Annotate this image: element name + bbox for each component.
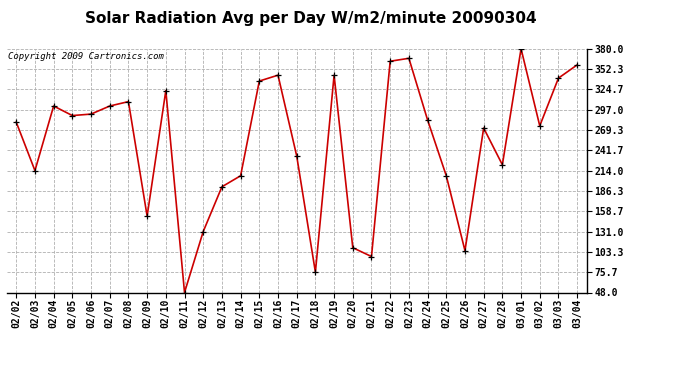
Text: Solar Radiation Avg per Day W/m2/minute 20090304: Solar Radiation Avg per Day W/m2/minute … (85, 11, 536, 26)
Text: Copyright 2009 Cartronics.com: Copyright 2009 Cartronics.com (8, 53, 164, 62)
